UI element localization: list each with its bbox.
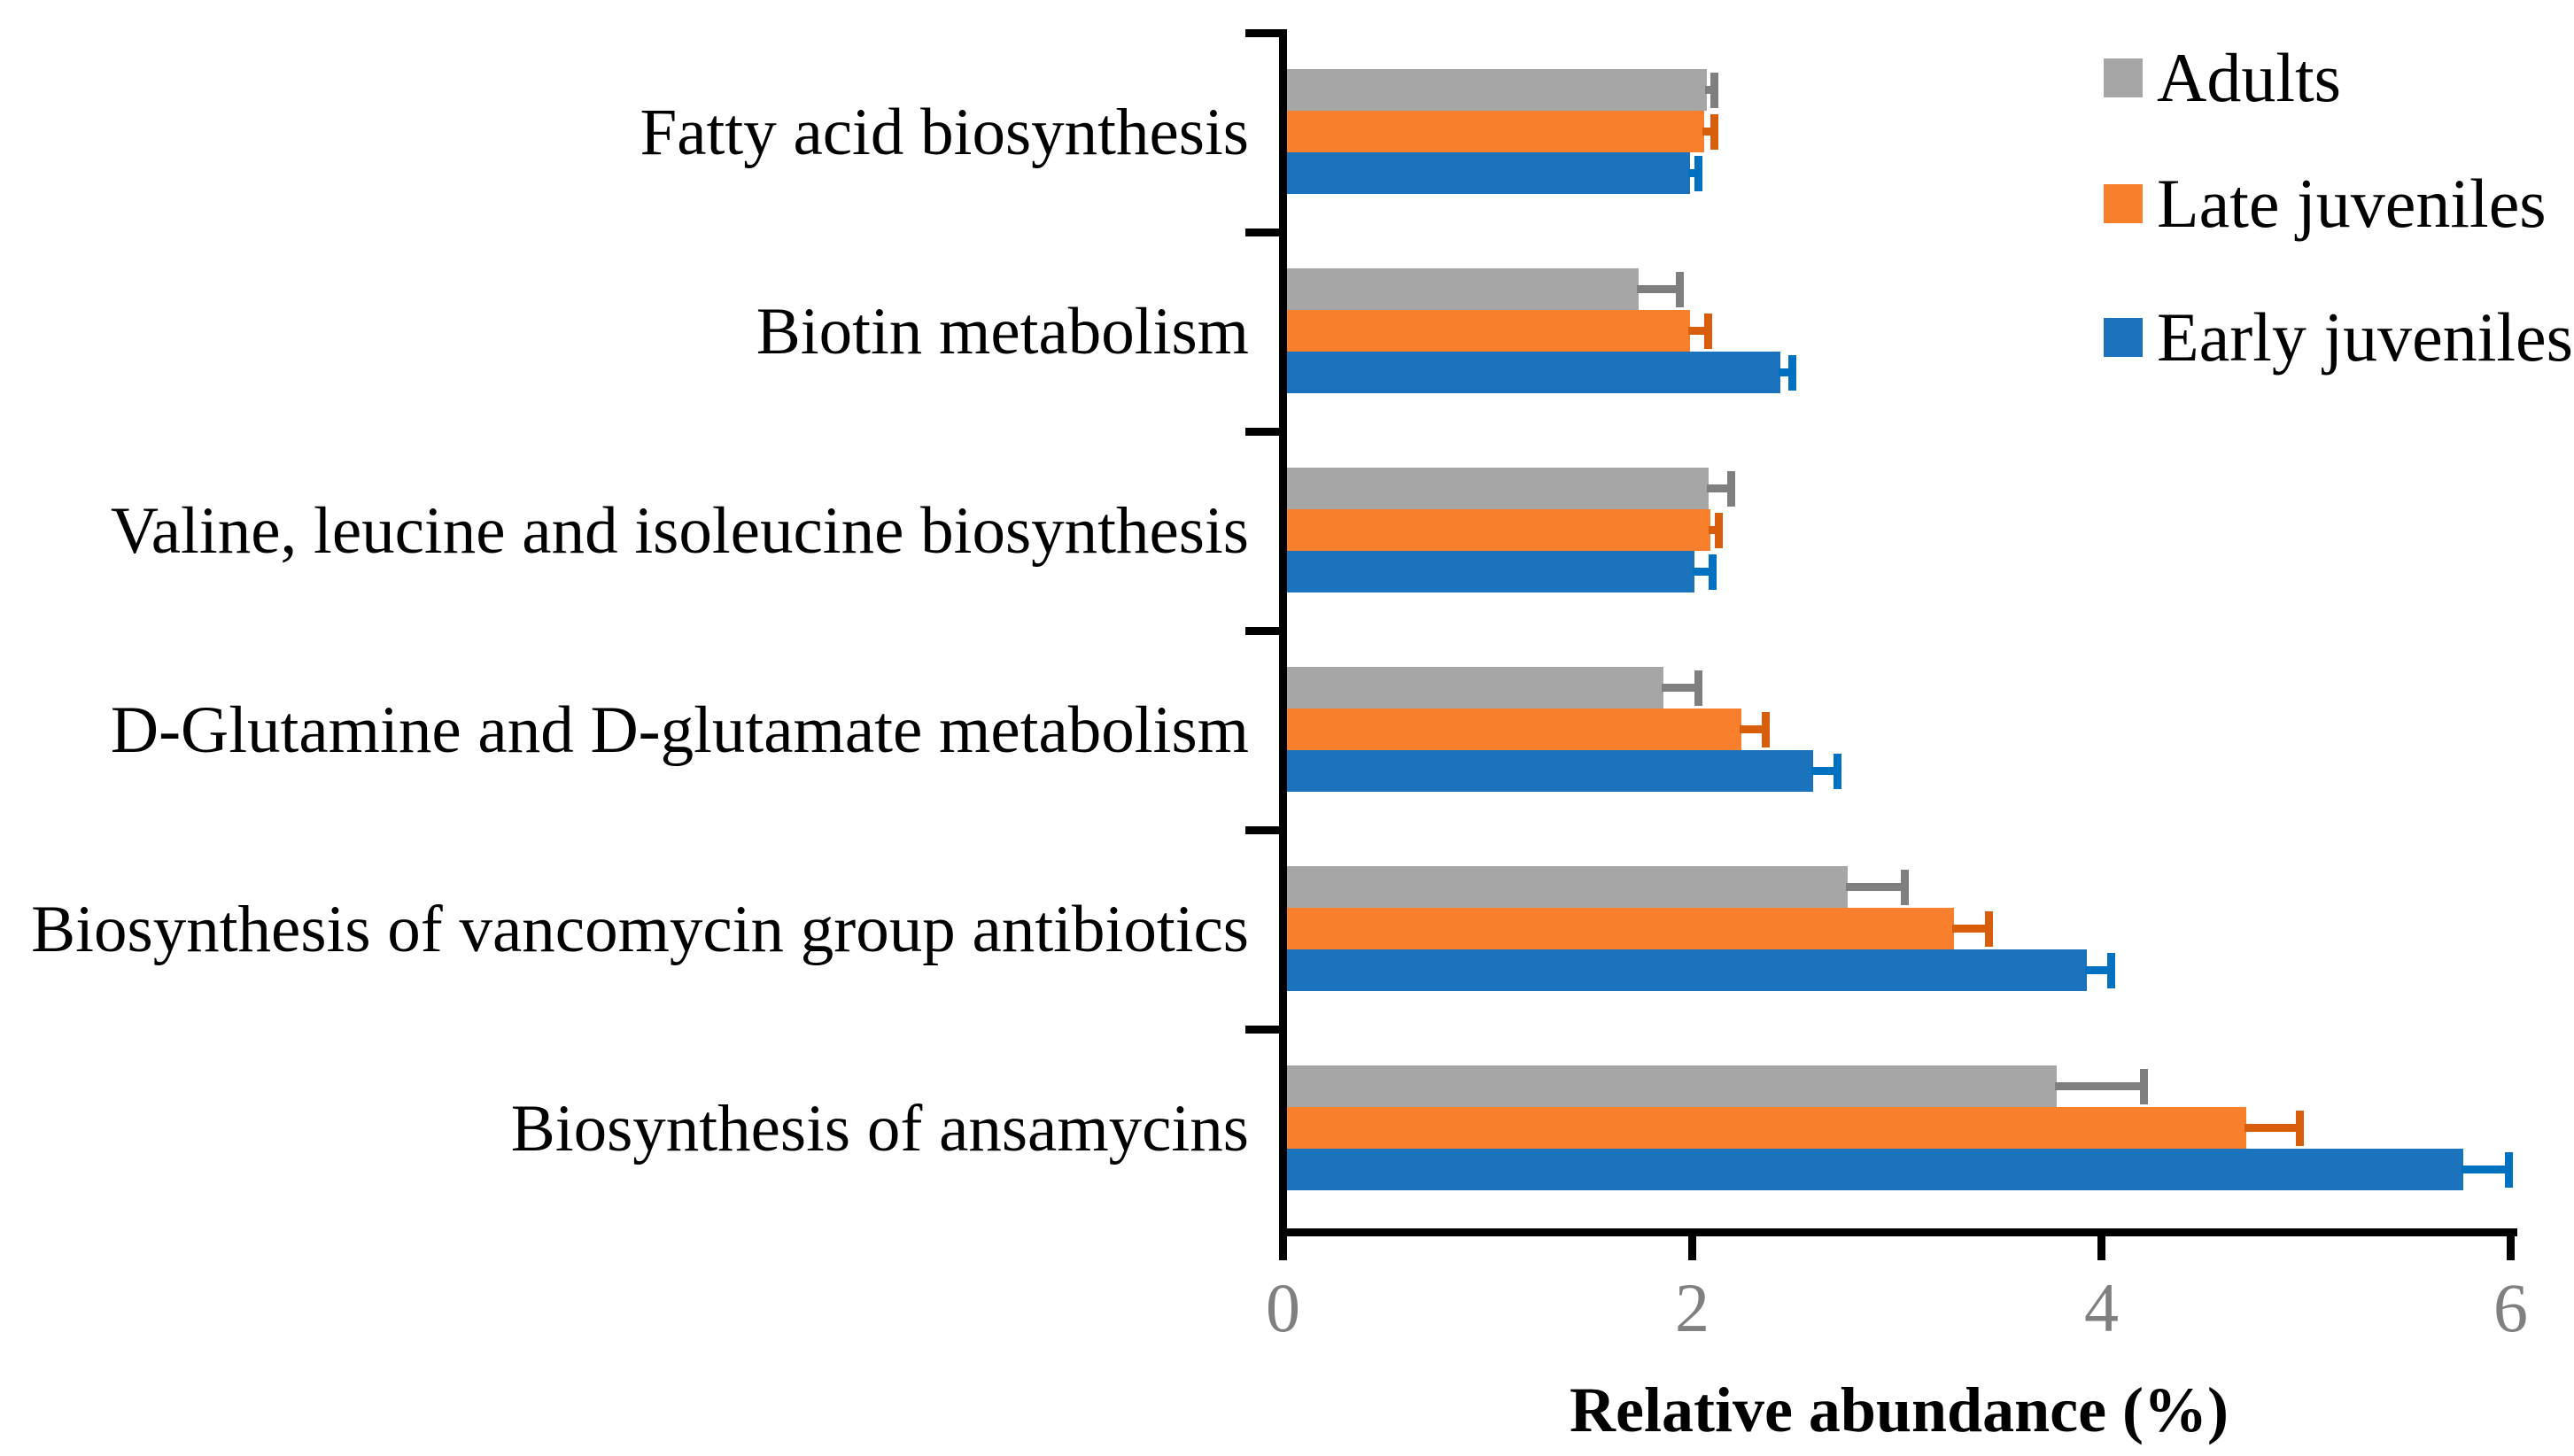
error-bar-late-juveniles (1702, 128, 1715, 136)
bar-early-juveniles (1287, 352, 1780, 393)
legend-label-late-juveniles: Late juveniles (2157, 165, 2547, 242)
error-bar-cap-adults (1676, 271, 1685, 307)
legend-item-adults: Adults (2104, 43, 2341, 113)
category-boundary-tick (1245, 228, 1287, 236)
bar-early-juveniles (1287, 949, 2088, 991)
bar-late-juveniles (1287, 1107, 2247, 1149)
error-bar-cap-late-juveniles (1984, 910, 1993, 947)
error-bar-early-juveniles (1778, 368, 1793, 376)
bar-late-juveniles (1287, 310, 1691, 352)
bar-early-juveniles (1287, 551, 1694, 592)
error-bar-cap-early-juveniles (2504, 1151, 2513, 1188)
category-label: Biotin metabolism (756, 294, 1249, 368)
category-label: Biosynthesis of vancomycin group antibio… (31, 892, 1249, 966)
error-bar-early-juveniles (1688, 169, 1699, 177)
category-label: Valine, leucine and isoleucine biosynthe… (110, 493, 1249, 568)
x-axis-title: Relative abundance (%) (1570, 1375, 2229, 1445)
legend-label-adults: Adults (2157, 39, 2342, 116)
error-bar-adults (2054, 1082, 2144, 1090)
x-tick-label: 2 (1675, 1269, 1710, 1346)
error-bar-adults (1706, 484, 1732, 492)
bar-early-juveniles (1287, 152, 1691, 194)
error-bar-late-juveniles (1952, 925, 1989, 933)
legend-swatch-late-juveniles-icon (2104, 184, 2143, 223)
error-bar-early-juveniles (1692, 568, 1713, 576)
error-bar-adults (1704, 86, 1715, 94)
x-axis-tick (2097, 1228, 2105, 1260)
legend-item-late-juveniles: Late juveniles (2104, 168, 2547, 239)
error-bar-cap-early-juveniles (1694, 155, 1702, 191)
error-bar-cap-early-juveniles (2107, 952, 2116, 988)
error-bar-cap-early-juveniles (1833, 753, 1841, 789)
category-boundary-tick (1245, 826, 1287, 834)
bar-adults (1287, 268, 1640, 310)
error-bar-cap-early-juveniles (1708, 554, 1717, 590)
category-label: Biosynthesis of ansamycins (510, 1091, 1249, 1166)
category-boundary-tick (1245, 627, 1287, 635)
error-bar-cap-adults (2140, 1068, 2149, 1104)
bar-late-juveniles (1287, 908, 1955, 949)
error-bar-early-juveniles (2462, 1166, 2509, 1173)
error-bar-cap-late-juveniles (1704, 313, 1713, 349)
bar-adults (1287, 667, 1664, 709)
category-boundary-tick (1245, 29, 1287, 37)
error-bar-cap-adults (1710, 72, 1719, 108)
error-bar-late-juveniles (1709, 526, 1719, 534)
error-bar-cap-adults (1901, 869, 1910, 905)
category-label: Fatty acid biosynthesis (640, 95, 1249, 169)
bar-late-juveniles (1287, 509, 1711, 551)
bar-late-juveniles (1287, 111, 1705, 152)
error-bar-cap-late-juveniles (1762, 711, 1771, 747)
error-bar-cap-late-juveniles (1714, 512, 1723, 548)
error-bar-adults (1662, 684, 1699, 692)
error-bar-cap-adults (1694, 670, 1702, 706)
category-boundary-tick (1245, 1026, 1287, 1034)
error-bar-cap-early-juveniles (1788, 354, 1797, 391)
category-label: D-Glutamine and D-glutamate metabolism (110, 693, 1249, 767)
error-bar-late-juveniles (1688, 327, 1709, 335)
x-tick-label: 6 (2493, 1269, 2528, 1346)
x-axis-line (1279, 1228, 2517, 1236)
x-axis-tick (1279, 1228, 1287, 1260)
error-bar-cap-adults (1726, 470, 1735, 507)
bar-adults (1287, 69, 1707, 111)
error-bar-late-juveniles (1739, 725, 1766, 733)
legend-swatch-early-juveniles-icon (2104, 318, 2143, 357)
category-boundary-tick (1245, 428, 1287, 436)
legend-label-early-juveniles: Early juveniles (2157, 298, 2574, 376)
x-tick-label: 0 (1266, 1269, 1300, 1346)
bar-early-juveniles (1287, 1149, 2464, 1190)
error-bar-adults (1637, 285, 1680, 293)
bar-adults (1287, 468, 1709, 509)
error-bar-late-juveniles (2244, 1124, 2300, 1132)
bar-early-juveniles (1287, 750, 1813, 792)
error-bar-early-juveniles (1810, 767, 1838, 775)
error-bar-adults (1845, 883, 1905, 891)
error-bar-early-juveniles (2085, 966, 2112, 974)
bar-late-juveniles (1287, 709, 1741, 750)
x-tick-label: 4 (2084, 1269, 2119, 1346)
bar-adults (1287, 1065, 2057, 1107)
error-bar-cap-late-juveniles (2295, 1110, 2304, 1146)
x-axis-tick (2507, 1228, 2515, 1260)
legend-swatch-adults-icon (2104, 58, 2143, 97)
legend-item-early-juveniles: Early juveniles (2104, 302, 2573, 373)
x-axis-tick (1688, 1228, 1696, 1260)
error-bar-cap-late-juveniles (1710, 113, 1719, 150)
bar-adults (1287, 866, 1848, 908)
